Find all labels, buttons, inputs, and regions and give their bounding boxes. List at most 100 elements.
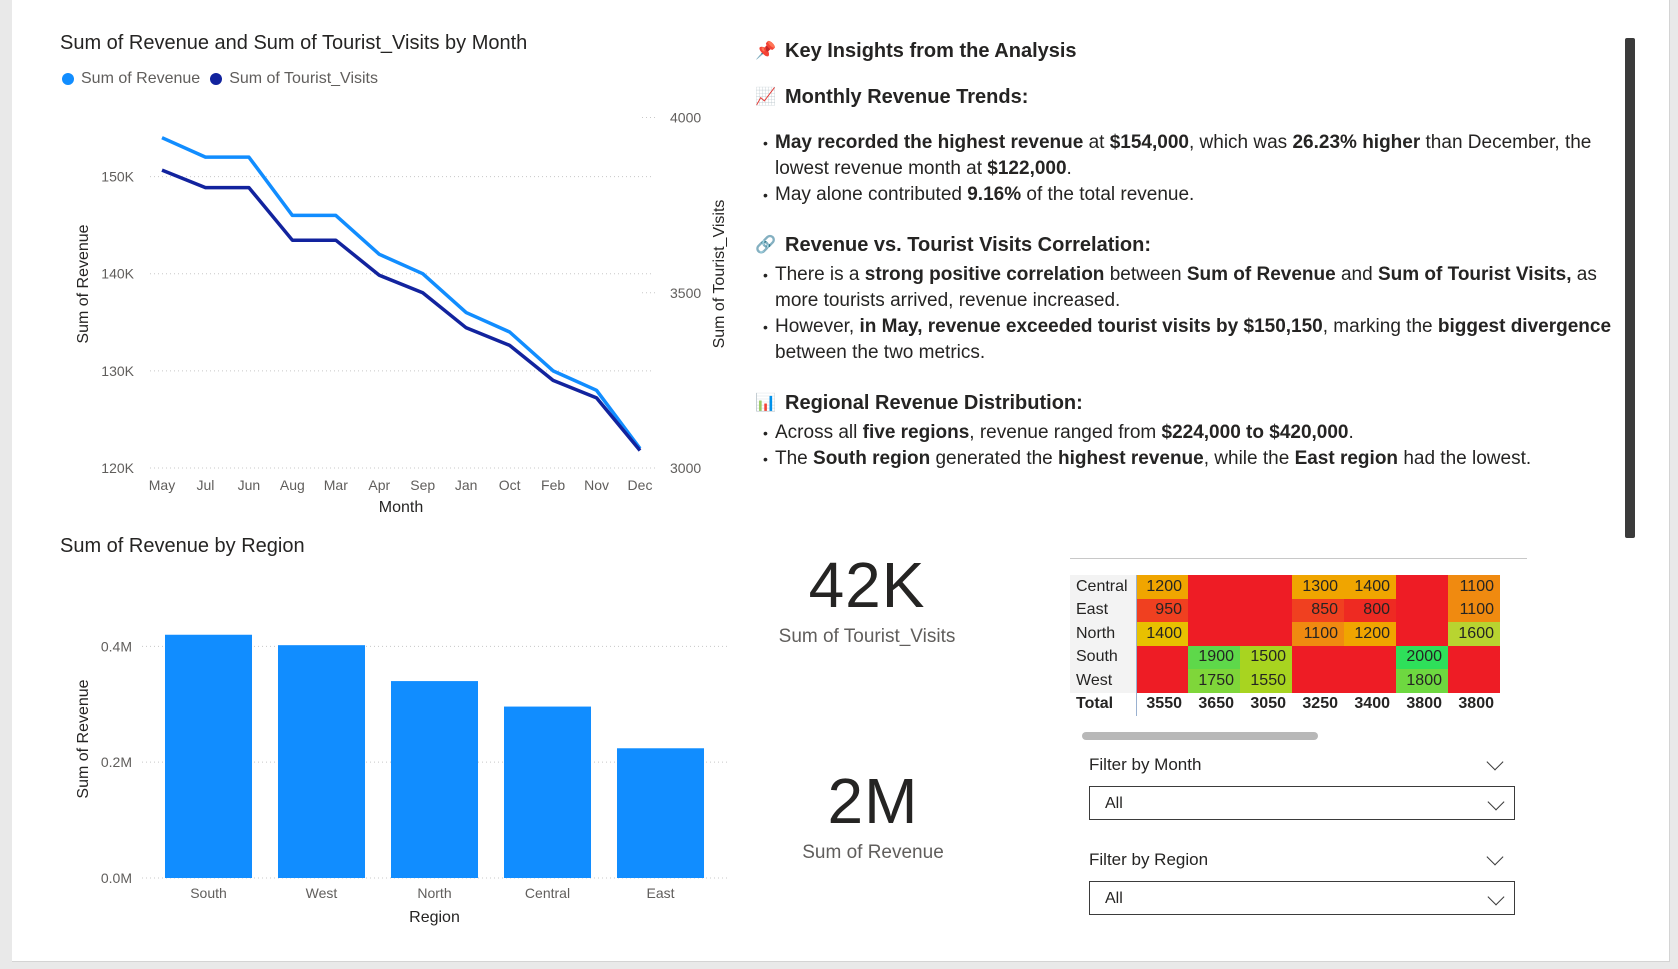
insight-bullet: There is a strong positive correlation b… [755,262,1635,314]
insight-text: . [1066,158,1072,179]
chevron-down-icon [1487,888,1505,906]
legend-visits-label: Sum of Tourist_Visits [229,70,378,87]
matrix-row: West 1750 1550 1800 [1070,669,1500,693]
matrix-total-cell: 3550 [1136,692,1188,716]
bar [277,645,366,878]
matrix-total-cell: 3250 [1292,692,1344,716]
insight-bold-text: highest revenue [1058,448,1204,469]
insight-heading-text: Monthly Revenue Trends: [785,86,1029,108]
kpi-card-visits: 42K Sum of Tourist_Visits [752,548,982,648]
chart-increasing-icon: 📈 [755,87,777,106]
chevron-down-icon[interactable] [1486,848,1504,866]
matrix-row-label: North [1070,622,1137,646]
insight-bold-text: South region [813,448,931,469]
matrix-total-cell: 3800 [1396,692,1448,716]
matrix-cell: 1750 [1188,669,1240,693]
y-tick-label: 120K [101,460,134,476]
matrix-total-cell: 3050 [1240,692,1292,716]
insight-text: , which was [1188,132,1293,153]
insight-text: than December, the lowest revenue month … [775,132,1592,179]
region-slicer-label: Filter by Region [1089,850,1209,869]
insight-bold-text: five regions [862,422,970,443]
month-slicer-label: Filter by Month [1089,755,1202,774]
matrix-row-label: West [1070,669,1137,693]
insights-title: 📌 Key Insights from the Analysis [755,38,1635,64]
y2-axis-title: Sum of Tourist_Visits [711,200,728,349]
x-tick-label: South [190,885,227,901]
insight-text: at [1083,132,1110,153]
matrix-row: North 1400 1100 1200 1600 [1070,622,1500,646]
insight-text: However, [775,316,860,337]
y-tick-label: 0.0M [101,870,132,886]
matrix-cell: 1100 [1448,575,1500,599]
bar-chart-plot[interactable]: 0.0M 0.2M 0.4M South West North Central East Reg… [12,560,732,940]
region-dropdown[interactable]: All [1089,881,1515,915]
matrix-header-clipped [1070,552,1527,561]
insight-text: between the two metrics. [775,342,986,363]
y-tick-label: 150K [101,169,134,185]
insight-text: , while the [1203,448,1295,469]
insight-text: as more tourists arrived, revenue increa… [775,264,1597,311]
x-tick-label: Nov [584,477,609,493]
x-tick-label: West [306,885,338,901]
matrix-cell: 1600 [1448,622,1500,646]
matrix-total-cell: 3800 [1448,692,1500,716]
matrix-cell: 950 [1136,598,1188,622]
matrix-cell [1188,575,1240,599]
x-tick-label: Apr [368,477,390,493]
matrix-cell: 1200 [1344,622,1396,646]
matrix-cell [1344,645,1396,669]
insight-bold-text: 9.16% [967,184,1022,205]
matrix-horizontal-scrollbar[interactable] [1082,732,1318,740]
matrix-cell [1396,598,1448,622]
matrix-row: East 950 850 800 1100 [1070,598,1500,622]
line-chart-plot[interactable]: 120K 130K 140K 150K 3000 3500 4000 May Jul Jun Aug… [12,0,732,530]
month-dropdown-value: All [1105,795,1123,812]
insight-text: May alone contributed [775,184,968,205]
matrix-cell [1448,669,1500,693]
insight-text: and [1335,264,1378,285]
matrix-cell [1344,669,1396,693]
matrix-cell: 1200 [1136,575,1188,599]
matrix-cell: 1550 [1240,669,1292,693]
x-tick-label: East [646,885,674,901]
matrix-cell: 1400 [1344,575,1396,599]
chevron-down-icon[interactable] [1486,753,1504,771]
line-chart-title: Sum of Revenue and Sum of Tourist_Visits… [60,32,528,54]
matrix-cell [1136,669,1188,693]
insight-bold-text: strong positive correlation [864,264,1105,285]
y-tick-label: 140K [101,266,134,282]
matrix-visual[interactable]: Central 1200 1300 1400 1100 East 950 850 800 1100… [1070,575,1500,716]
matrix-cell [1240,575,1292,599]
line-chart-legend[interactable]: Sum of Revenue Sum of Tourist_Visits [62,70,378,88]
bar-chart-icon: 📊 [755,393,777,412]
matrix-cell: 1900 [1188,645,1240,669]
matrix-total-cell: 3400 [1344,692,1396,716]
kpi-revenue-value: 2M [827,765,919,837]
insights-scrollbar[interactable] [1625,38,1635,538]
series-line [161,136,642,450]
insight-bold-text: East region [1294,448,1399,469]
x-tick-label: Jul [197,477,215,493]
bar [390,681,479,878]
insight-heading: 📈 Monthly Revenue Trends: [755,84,1635,110]
legend-visits-marker [210,73,223,85]
region-slicer: Filter by Region All [1089,847,1515,915]
x-tick-label: North [417,885,451,901]
matrix-cell [1188,622,1240,646]
x-tick-label: Sep [410,477,435,493]
insight-text: of the total revenue. [1021,184,1195,205]
insights-title-text: Key Insights from the Analysis [785,40,1077,62]
matrix-cell [1448,645,1500,669]
matrix-cell [1292,669,1344,693]
series-line [161,168,642,452]
y-axis-title: Sum of Revenue [75,679,92,798]
insight-bold-text: $224,000 to $420,000 [1161,422,1349,443]
insight-section: 📊 Regional Revenue Distribution: Across al… [755,390,1635,472]
month-dropdown[interactable]: All [1089,786,1515,820]
insight-bold-text: biggest divergence [1437,316,1612,337]
matrix-row-label: East [1070,598,1137,622]
report-canvas: Sum of Revenue and Sum of Tourist_Visits… [12,0,1670,962]
insight-text: Across all [775,422,863,443]
matrix-cell [1396,575,1448,599]
